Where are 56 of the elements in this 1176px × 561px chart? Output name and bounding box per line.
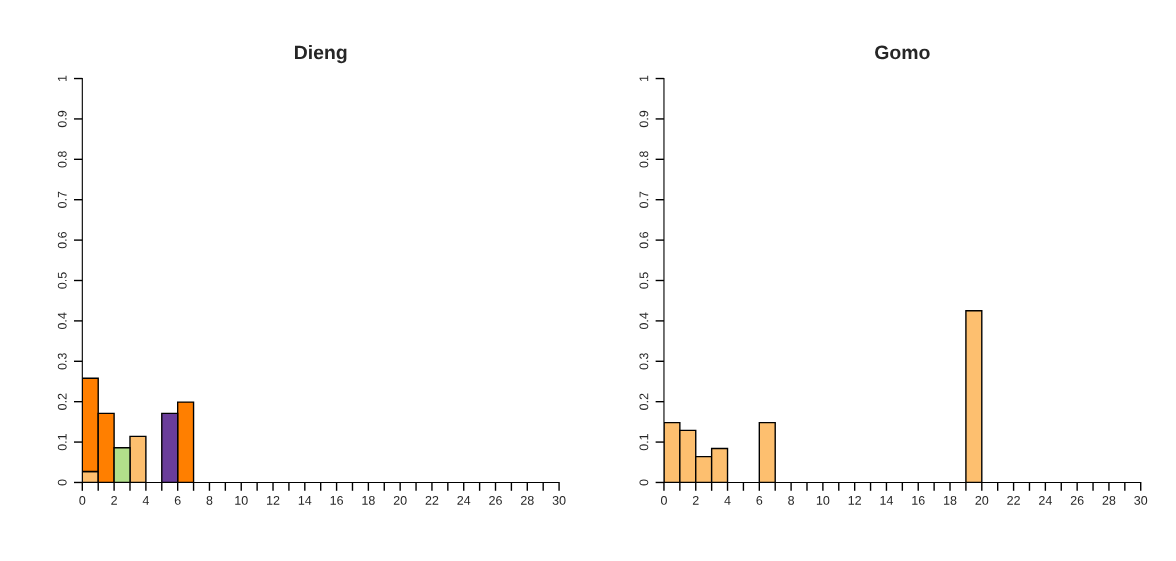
- x-tick-label: 18: [362, 495, 375, 505]
- x-tick-label: 2: [692, 495, 699, 505]
- x-tick-label: 4: [724, 496, 731, 505]
- x-tick-label: 28: [1102, 495, 1116, 505]
- y-tick-label: 0.6: [639, 231, 649, 249]
- x-tick-label: 6: [174, 495, 181, 505]
- y-tick-label: 1: [639, 75, 649, 82]
- y-tick-label: 0.7: [57, 191, 67, 208]
- y-tick-label: 0.5: [639, 272, 649, 289]
- y-tick-label: 0: [639, 479, 649, 486]
- x-tick-label: 30: [552, 495, 566, 505]
- x-tick-label: 14: [880, 496, 894, 505]
- x-tick-label: 30: [1134, 495, 1148, 505]
- y-tick-label: 0.3: [639, 353, 649, 370]
- x-tick-label: 24: [457, 495, 471, 505]
- x-tick-label: 22: [425, 495, 439, 505]
- x-tick-label: 20: [975, 495, 989, 505]
- x-tick-label: 26: [1070, 495, 1084, 505]
- x-tick-label: 16: [330, 495, 343, 505]
- x-tick-label: 8: [788, 495, 795, 505]
- x-tick-label: 26: [489, 495, 502, 505]
- x-tick-label: 18: [944, 495, 957, 505]
- y-tick-label: 0.4: [57, 312, 67, 330]
- chart-title: Dieng: [294, 45, 347, 64]
- y-tick-label: 0.2: [57, 393, 67, 410]
- x-tick-label: 20: [393, 495, 407, 505]
- y-tick-label: 0.6: [57, 231, 67, 249]
- y-tick-label: 0.1: [639, 433, 649, 451]
- y-tick-label: 0.4: [639, 312, 649, 330]
- x-tick-label: 28: [520, 495, 534, 505]
- y-tick-label: 0.5: [57, 272, 67, 289]
- x-tick-label: 12: [267, 495, 280, 505]
- y-tick-label: 0.9: [57, 110, 67, 128]
- x-tick-label: 8: [206, 495, 213, 505]
- chart-title: Gomo: [875, 45, 930, 60]
- y-tick-label: 0.3: [57, 353, 67, 370]
- y-tick-label: 0.7: [639, 191, 649, 208]
- x-tick-label: 10: [816, 495, 830, 505]
- y-tick-label: 0: [57, 479, 67, 486]
- x-tick-label: 4: [142, 496, 149, 505]
- y-tick-label: 0.1: [57, 433, 67, 451]
- x-tick-label: 24: [1039, 495, 1052, 505]
- y-tick-label: 0.8: [639, 151, 649, 168]
- y-tick-label: 0.9: [639, 110, 649, 128]
- x-tick-label: 22: [1007, 495, 1020, 505]
- x-tick-label: 6: [756, 495, 763, 505]
- x-tick-label: 16: [912, 495, 925, 505]
- x-tick-label: 14: [298, 496, 312, 505]
- y-tick-label: 0.2: [639, 393, 649, 410]
- x-tick-label: 10: [235, 495, 248, 505]
- x-tick-label: 2: [111, 495, 117, 505]
- x-tick-label: 12: [848, 495, 861, 505]
- x-tick-label: 0: [660, 495, 667, 505]
- x-tick-label: 0: [79, 495, 86, 505]
- y-tick-label: 1: [57, 75, 67, 82]
- y-tick-label: 0.8: [57, 151, 67, 168]
